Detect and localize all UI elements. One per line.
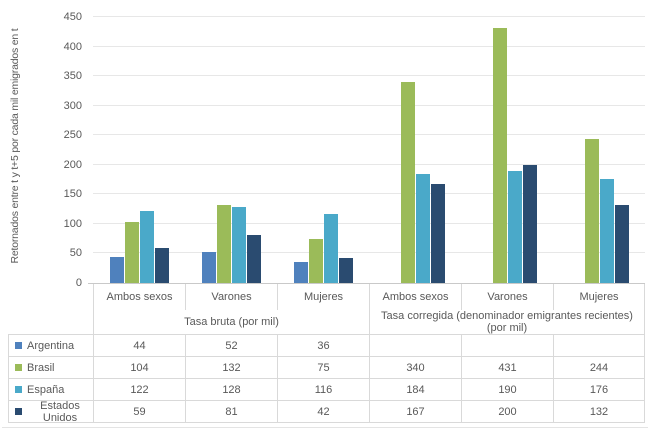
- bar-estados-unidos-group-6: [614, 204, 629, 283]
- bar-estados-unidos-group-1: [154, 248, 169, 283]
- table-corner-cell: [8, 284, 93, 335]
- category-header-6: Mujeres: [553, 284, 645, 310]
- value-cell: 128: [185, 379, 277, 401]
- value-cell: 81: [185, 401, 277, 423]
- value-cell: 104: [93, 357, 185, 379]
- value-cell: [553, 335, 645, 357]
- bar-argentina-group-2: [201, 252, 216, 283]
- gridline-y-50: [93, 252, 645, 254]
- value-cell: 190: [461, 379, 553, 401]
- legend-swatch-argentina: [15, 341, 22, 349]
- legend-label: Estados Unidos: [40, 399, 80, 424]
- value-cell: 431: [461, 357, 553, 379]
- gridline-y-100: [93, 222, 645, 224]
- bar-brasil-group-5: [492, 28, 507, 283]
- value-cell: 116: [277, 379, 369, 401]
- bar-estados-unidos-group-2: [246, 235, 261, 283]
- gridline-y-200: [93, 163, 645, 165]
- category-header-4: Ambos sexos: [369, 284, 461, 310]
- y-axis-tick-labels: 0 50 100 150 200 250 300 350 400 450: [0, 0, 85, 289]
- bar-españa-group-2: [231, 207, 246, 283]
- value-cell: 340: [369, 357, 461, 379]
- legend-cell-argentina: Argentina: [8, 335, 93, 357]
- y-tick-label-50: 50: [69, 247, 82, 260]
- value-cell: 36: [277, 335, 369, 357]
- gridline-y-450: [93, 16, 645, 17]
- gridline-y-150: [93, 193, 645, 195]
- y-tick-label-400: 400: [63, 40, 82, 53]
- category-header-1: Ambos sexos: [93, 284, 185, 310]
- value-cell: 184: [369, 379, 461, 401]
- bar-españa-group-5: [507, 170, 522, 283]
- value-cell: 44: [93, 335, 185, 357]
- bar-brasil-group-4: [400, 82, 415, 283]
- group-header-1: Tasa bruta (por mil): [93, 310, 369, 335]
- gridline-y-400: [93, 45, 645, 47]
- gridline-y-250: [93, 134, 645, 136]
- value-cell: [461, 335, 553, 357]
- bar-estados-unidos-group-5: [522, 164, 537, 283]
- chart-outer-border: [2, 427, 648, 428]
- legend-label: Argentina: [27, 339, 75, 352]
- gridline-y-300: [93, 104, 645, 106]
- y-tick-label-350: 350: [63, 70, 82, 83]
- legend-cell-estados-unidos: Estados Unidos: [8, 399, 93, 424]
- y-tick-label-200: 200: [63, 158, 82, 171]
- group-header-2: Tasa corregida (denominador emigrantes r…: [369, 310, 645, 335]
- legend-label: Brasil: [27, 361, 55, 374]
- category-header-2: Varones: [185, 284, 277, 310]
- bar-españa-group-4: [415, 174, 430, 283]
- y-tick-label-300: 300: [63, 99, 82, 112]
- value-cell: 167: [369, 401, 461, 423]
- bar-estados-unidos-group-4: [430, 184, 445, 283]
- y-tick-label-250: 250: [63, 129, 82, 142]
- value-cell: 200: [461, 401, 553, 423]
- legend-cell-españa: España: [8, 379, 93, 401]
- category-header-3: Mujeres: [277, 284, 369, 310]
- bar-estados-unidos-group-3: [338, 258, 353, 283]
- legend-swatch-estados-unidos: [15, 407, 22, 415]
- legend-swatch-brasil: [15, 363, 22, 371]
- y-tick-label-450: 450: [63, 11, 82, 23]
- y-tick-label-100: 100: [63, 217, 82, 230]
- bar-brasil-group-6: [584, 138, 599, 283]
- category-header-5: Varones: [461, 284, 553, 310]
- legend-swatch-españa: [15, 385, 22, 393]
- bar-argentina-group-3: [293, 261, 308, 283]
- value-cell: 132: [185, 357, 277, 379]
- bar-brasil-group-2: [216, 204, 231, 283]
- legend-label: España: [27, 383, 65, 396]
- gridline-y-350: [93, 75, 645, 77]
- bar-españa-group-1: [139, 210, 154, 283]
- plot-area: [93, 0, 645, 283]
- bar-argentina-group-1: [109, 257, 124, 283]
- x-axis-line: [88, 283, 645, 284]
- value-cell: [369, 335, 461, 357]
- bar-españa-group-3: [323, 214, 338, 283]
- value-cell: 52: [185, 335, 277, 357]
- bar-brasil-group-3: [308, 238, 323, 283]
- y-tick-label-0: 0: [75, 277, 82, 289]
- value-cell: 244: [553, 357, 645, 379]
- value-cell: 132: [553, 401, 645, 423]
- value-cell: 176: [553, 379, 645, 401]
- y-tick-label-150: 150: [63, 188, 82, 201]
- bar-españa-group-6: [599, 178, 614, 283]
- value-cell: 59: [93, 401, 185, 423]
- value-cell: 75: [277, 357, 369, 379]
- value-cell: 122: [93, 379, 185, 401]
- bar-brasil-group-1: [124, 221, 139, 283]
- legend-cell-brasil: Brasil: [8, 357, 93, 379]
- value-cell: 42: [277, 401, 369, 423]
- data-table: Ambos sexos Varones Mujeres Ambos sexos Varo…: [8, 284, 645, 424]
